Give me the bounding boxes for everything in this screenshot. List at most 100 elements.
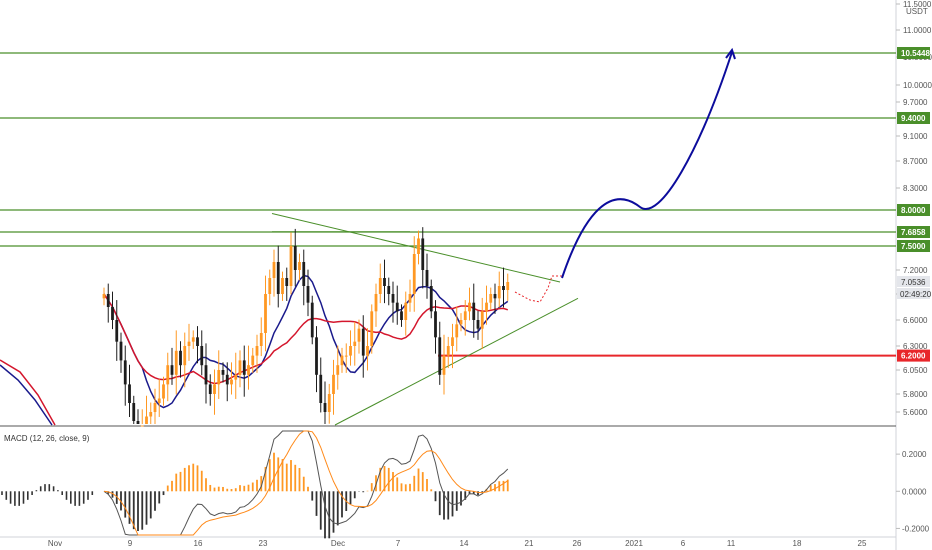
candle-body (183, 346, 187, 366)
candle-body (306, 286, 310, 303)
candle-body (502, 286, 505, 290)
macd-label: MACD (12, 26, close, 9) (4, 434, 90, 443)
level-label-box (897, 349, 930, 362)
macd-axis-ticks: 0.2000 0.0000 -0.2000 (896, 450, 930, 533)
candle-body (302, 262, 306, 286)
candle-body (417, 238, 420, 254)
price-tick-label: 11.0000 (903, 26, 932, 35)
candle-body (489, 294, 493, 303)
candle-body (332, 374, 335, 394)
candle-body (400, 311, 403, 320)
candle-body (476, 320, 480, 329)
candle-body (493, 294, 497, 299)
time-tick-label: 26 (573, 539, 582, 548)
candle-body (179, 350, 182, 366)
candle-body (442, 355, 446, 375)
candle-body (438, 337, 442, 375)
candle-body (497, 286, 501, 299)
candle-body (366, 346, 369, 356)
candle-body (336, 365, 340, 375)
candle-body (242, 360, 246, 375)
candle-body (132, 403, 136, 421)
time-axis-ticks: Nov 9 16 23 Dec 7 14 21 26 2021 6 11 18 25 (48, 539, 867, 548)
candle-body (264, 294, 267, 333)
time-tick-label: 2021 (625, 539, 643, 548)
time-tick-label: 6 (681, 539, 686, 548)
macd-tick-label: 0.0000 (902, 487, 927, 496)
ma-fast-line (103, 274, 509, 409)
candle-body (349, 346, 352, 356)
level-label: 9.4000 (901, 114, 926, 123)
level-label: 10.5448 (901, 49, 930, 58)
time-tick-label: 14 (460, 539, 469, 548)
time-tick-label: Nov (48, 539, 62, 548)
level-label-box (897, 240, 930, 252)
candle-body (281, 278, 284, 294)
candle-body (136, 421, 140, 424)
candle-body (357, 328, 361, 342)
price-tick-label: 10.0000 (903, 81, 932, 90)
time-tick-label: 7 (396, 539, 401, 548)
candle-body (111, 307, 114, 320)
projection-dashed (514, 275, 562, 303)
price-tick-label: 6.6000 (903, 316, 928, 325)
price-tick-label: 9.1000 (903, 132, 928, 141)
countdown-label: 02:49:20 (900, 290, 932, 299)
candle-body (238, 360, 242, 375)
candle-body (434, 311, 437, 338)
candle-body (259, 333, 263, 346)
projection-arrow (725, 47, 736, 60)
candle-body (315, 337, 318, 375)
candle-body (412, 254, 416, 294)
candle-body (208, 384, 212, 394)
candle-body (162, 384, 165, 399)
time-tick-label: 9 (128, 539, 133, 548)
candle-body (327, 394, 331, 412)
candle-body (255, 346, 259, 356)
candle-body (140, 425, 144, 427)
level-label: 8.0000 (901, 206, 926, 215)
candle-body (472, 302, 476, 320)
candle-body (285, 278, 289, 286)
candle-body (128, 384, 131, 403)
macd-tick-label: -0.2000 (902, 524, 930, 533)
triangle-upper-line (271, 213, 561, 283)
macd-lines (103, 430, 509, 536)
candle-body (153, 403, 157, 412)
candle-body (459, 320, 463, 325)
candle-body (157, 398, 161, 403)
candle-body (230, 379, 233, 385)
projection-curve (561, 51, 733, 279)
candle-body (446, 346, 450, 356)
candle-body (429, 286, 433, 312)
candle-body (310, 302, 314, 338)
candle-body (408, 294, 412, 303)
candle-body (106, 294, 110, 307)
candle-body (213, 384, 216, 394)
candle-body (166, 365, 170, 385)
candle-body (174, 350, 178, 375)
level-label: 7.6858 (901, 228, 926, 237)
currency-label: USDT (906, 7, 928, 16)
candle-body (353, 341, 357, 346)
projection-path (514, 47, 736, 303)
triangle-lower-line (334, 297, 579, 426)
candle-body (451, 337, 454, 346)
candle-body (298, 262, 301, 270)
candle-body (421, 238, 425, 270)
price-tick-label: 7.2000 (903, 266, 928, 275)
candle-body (119, 341, 123, 361)
candle-body (340, 355, 344, 366)
level-labels: 10.5448 9.4000 8.0000 7.6858 7.5000 6.2000 (897, 47, 930, 362)
current-price-marker: 7.0536 02:49:20 (897, 276, 932, 299)
level-label-box (897, 47, 930, 59)
level-label: 6.2000 (901, 352, 926, 361)
candle-body (485, 302, 488, 312)
macd-histogram (1, 452, 509, 539)
candle-body (391, 294, 395, 303)
candle-body (387, 286, 391, 294)
candle-body (123, 360, 127, 385)
candle-body (378, 278, 382, 294)
